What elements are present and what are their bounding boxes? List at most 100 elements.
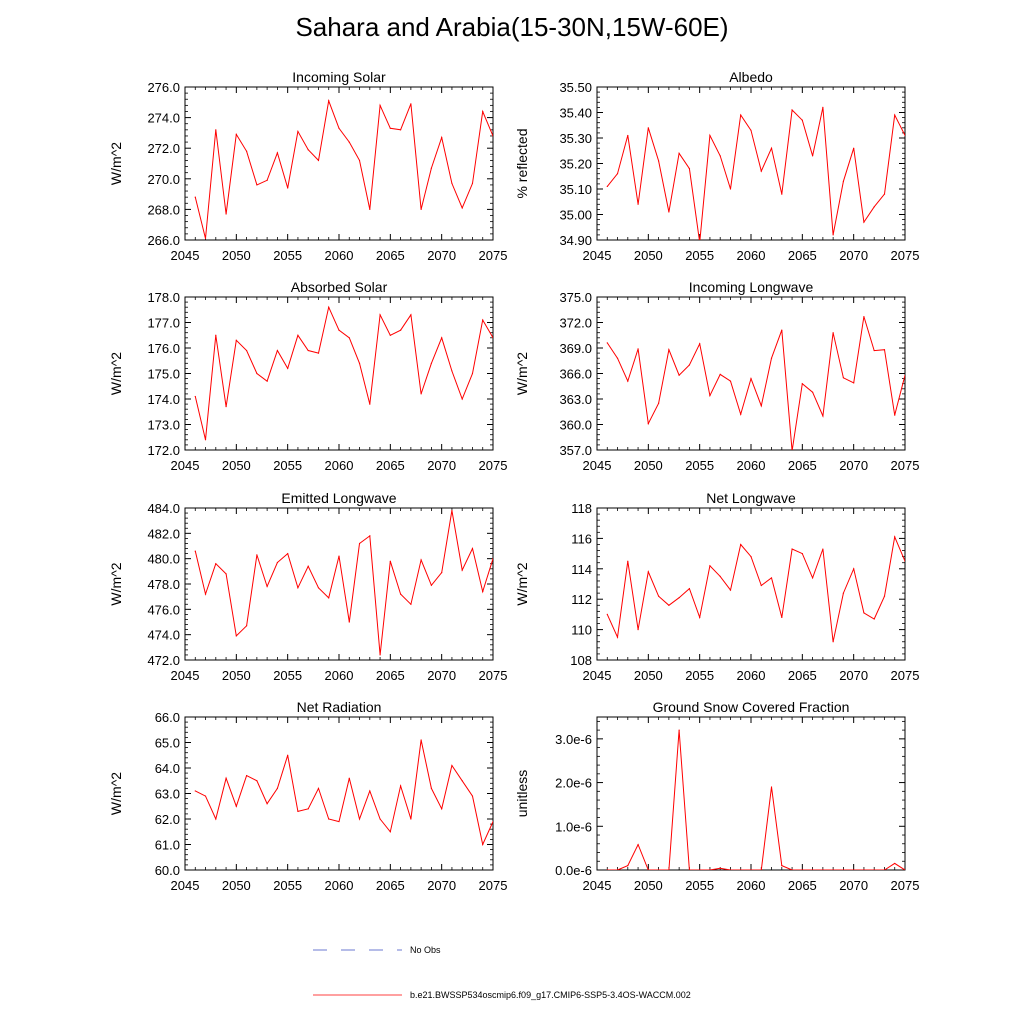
data-point: [389, 831, 391, 833]
data-point: [647, 869, 649, 870]
data-point: [441, 808, 443, 810]
y-tick-label: 172.0: [147, 443, 180, 458]
data-point: [812, 155, 814, 157]
data-point: [348, 621, 350, 623]
data-point: [400, 593, 402, 595]
plot-frame: [184, 86, 494, 241]
x-tick-label: 2060: [325, 458, 354, 473]
data-point: [801, 383, 803, 385]
data-point: [781, 865, 783, 867]
panel-title: Net Longwave: [706, 490, 796, 506]
y-tick-label: 266.0: [147, 233, 180, 248]
y-axis-label: unitless: [514, 770, 530, 817]
data-point: [215, 818, 217, 820]
x-tick-label: 2075: [479, 668, 508, 683]
y-tick-label: 60.0: [155, 863, 180, 878]
data-point: [729, 589, 732, 591]
data-point: [287, 187, 289, 189]
data-point: [894, 536, 896, 538]
data-point: [760, 584, 762, 587]
data-point: [647, 423, 649, 425]
y-tick-label: 62.0: [155, 812, 180, 827]
y-axis-label: W/m^2: [108, 352, 124, 395]
panel-title: Ground Snow Covered Fraction: [653, 699, 850, 715]
data-point: [822, 415, 824, 417]
data-point: [750, 556, 752, 558]
y-axis-label: W/m^2: [108, 142, 124, 185]
y-tick-label: 270.0: [147, 172, 180, 187]
y-tick-label: 174.0: [147, 392, 180, 407]
data-point: [842, 592, 845, 594]
x-tick-label: 2070: [427, 668, 456, 683]
x-tick-label: 2075: [891, 878, 920, 893]
data-point: [215, 563, 217, 565]
data-point: [379, 818, 381, 820]
panel-title: Albedo: [729, 69, 773, 85]
x-tick-label: 2055: [685, 458, 714, 473]
data-point: [719, 155, 721, 157]
data-point: [637, 203, 639, 205]
data-point: [904, 134, 905, 137]
y-axis-label: W/m^2: [108, 772, 124, 815]
data-point: [482, 319, 484, 321]
data-point: [904, 869, 905, 870]
data-point: [791, 869, 793, 870]
series-line: [606, 535, 905, 642]
y-tick-label: 35.40: [559, 106, 592, 121]
chart-panel-3: Incoming Longwave W/m^2 2045 2050 2055 2060 20…: [514, 279, 919, 473]
data-point: [235, 635, 237, 637]
data-point: [699, 242, 700, 243]
data-point: [461, 207, 463, 209]
y-tick-label: 35.10: [559, 182, 592, 197]
data-point: [606, 342, 608, 344]
data-point: [668, 211, 670, 213]
chart-panel-1: Albedo % reflected 2045 2050 2055 2060 2065 207…: [514, 69, 919, 263]
data-point: [812, 577, 814, 579]
y-tick-label: 64.0: [155, 761, 180, 776]
y-tick-label: 472.0: [147, 653, 180, 668]
data-point: [266, 179, 268, 181]
y-tick-label: 375.0: [559, 290, 592, 305]
y-tick-label: 480.0: [147, 552, 180, 567]
data-point: [760, 869, 762, 870]
data-point: [369, 403, 371, 405]
y-tick-label: 176.0: [147, 341, 180, 356]
data-point: [812, 391, 814, 393]
x-tick-label: 2060: [325, 878, 354, 893]
data-point: [647, 127, 649, 129]
data-point: [729, 188, 732, 190]
data-point: [853, 869, 855, 870]
data-point: [688, 364, 691, 366]
y-tick-label: 114: [571, 562, 592, 577]
y-axis-label: W/m^2: [514, 352, 530, 395]
data-point: [832, 332, 834, 334]
data-point: [338, 820, 340, 823]
chart-panel-2: Absorbed Solar W/m^2 2045 2050 2055 2060 2065 2…: [108, 279, 507, 473]
y-tick-label: 476.0: [147, 602, 180, 617]
y-tick-label: 0.0e-6: [555, 863, 592, 878]
data-point: [430, 362, 432, 364]
data-point: [287, 754, 289, 756]
data-point: [822, 869, 824, 870]
data-point: [338, 127, 340, 129]
data-point: [194, 550, 196, 552]
x-tick-label: 2060: [325, 248, 354, 263]
data-point: [461, 398, 463, 400]
data-point: [668, 349, 670, 351]
data-point: [441, 136, 443, 139]
data-point: [338, 329, 340, 331]
data-point: [616, 636, 619, 638]
plot-frame: [184, 507, 494, 661]
y-tick-label: 175.0: [147, 367, 180, 382]
data-point: [256, 554, 258, 556]
series-line: [195, 739, 493, 847]
x-tick-label: 2060: [737, 878, 766, 893]
data-point: [328, 597, 330, 599]
data-point: [853, 147, 855, 149]
data-point: [204, 237, 207, 240]
x-tick-label: 2075: [891, 458, 920, 473]
data-point: [492, 135, 493, 137]
data-point: [471, 795, 474, 797]
data-point: [616, 173, 619, 175]
data-point: [348, 141, 350, 143]
